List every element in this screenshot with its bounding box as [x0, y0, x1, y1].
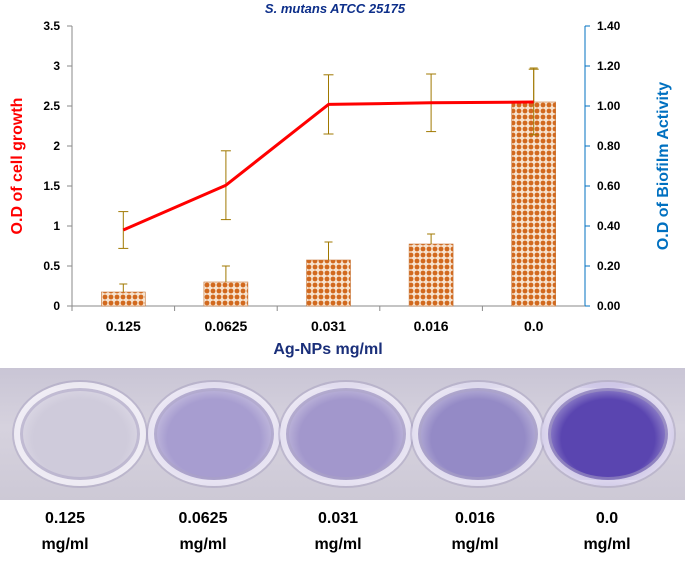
biofilm-bar [306, 259, 351, 307]
y-tick-left-label: 3.5 [43, 19, 60, 33]
chart-title: S. mutans ATCC 25175 [265, 1, 406, 16]
y-tick-right-label: 1.40 [597, 19, 621, 33]
y-tick-right-label: 0.60 [597, 179, 621, 193]
well-00 [542, 382, 674, 486]
x-tick-label: 0.0625 [204, 318, 247, 334]
y-tick-right-label: 0.40 [597, 219, 621, 233]
y-tick-left-label: 1.5 [43, 179, 60, 193]
y-tick-left-label: 2.5 [43, 99, 60, 113]
biofilm-bar [203, 281, 249, 307]
biofilm-well-photo [0, 368, 685, 500]
y-tick-left-label: 3 [53, 59, 60, 73]
y-tick-left-label: 0 [53, 299, 60, 313]
well-0031 [280, 382, 412, 486]
y-tick-left-label: 0.5 [43, 259, 60, 273]
y-tick-right-label: 1.00 [597, 99, 621, 113]
concentration-label: 0.0625 mg/ml [178, 510, 228, 553]
x-axis-label: Ag-NPs mg/ml [273, 341, 382, 358]
cell-growth-line [122, 100, 534, 232]
x-tick-label: 0.0 [524, 318, 544, 334]
y-tick-right-label: 1.20 [597, 59, 621, 73]
concentration-labels: 0.125 mg/ml 0.0625 mg/ml 0.031 mg/ml 0.0… [0, 506, 685, 561]
concentration-label: 0.0 mg/ml [583, 510, 631, 553]
x-tick-label: 0.016 [414, 318, 449, 334]
biofilm-bar [408, 243, 454, 307]
x-tick-label: 0.031 [311, 318, 346, 334]
y-tick-left-label: 2 [53, 139, 60, 153]
biofilm-bar [101, 291, 146, 307]
well-00625 [148, 382, 280, 486]
y-tick-right-label: 0.00 [597, 299, 621, 313]
y-axis-left-label: O.D of cell growth [9, 98, 26, 235]
y-tick-right-label: 0.20 [597, 259, 621, 273]
concentration-label: 0.031 mg/ml [314, 510, 362, 553]
chart-svg: S. mutans ATCC 25175 0 0.5 1 1.5 2 2.5 3 3.5 0.… [9, 1, 672, 358]
y-axis-right-label: O.D of Biofilm Activity [655, 82, 672, 250]
y-tick-left-label: 1 [53, 219, 60, 233]
concentration-label: 0.125 mg/ml [41, 510, 89, 553]
well-0016 [412, 382, 544, 486]
concentration-label: 0.016 mg/ml [451, 510, 499, 553]
x-tick-label: 0.125 [106, 318, 141, 334]
well-0125 [14, 382, 146, 486]
y-tick-right-label: 0.80 [597, 139, 621, 153]
